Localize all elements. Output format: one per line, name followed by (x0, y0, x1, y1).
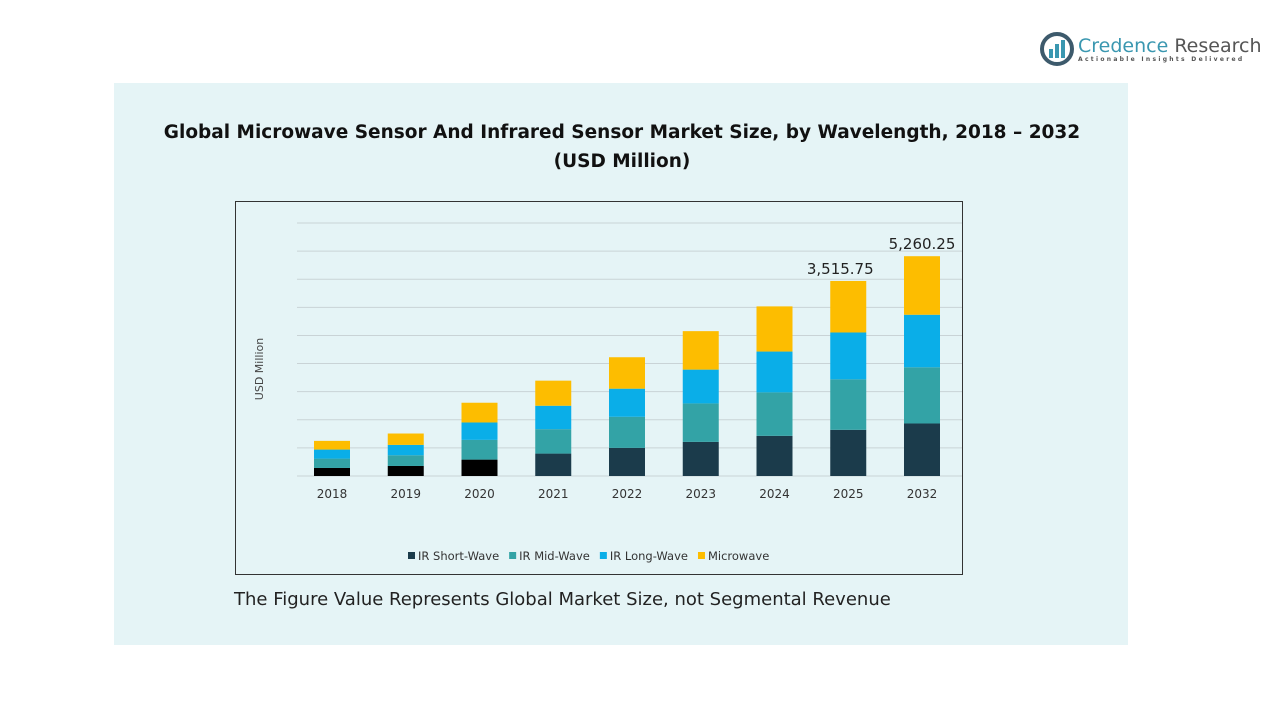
bar-segment-microwave (830, 280, 867, 333)
y-axis-label: USD Million (253, 338, 266, 400)
legend-swatch (599, 552, 607, 559)
x-tick-label: 2020 (464, 487, 495, 501)
bar-segment-ir-short-wave (314, 467, 350, 476)
chart-title: Global Microwave Sensor And Infrared Sen… (163, 122, 1081, 172)
bar-segment-ir-short-wave (609, 447, 645, 476)
bar-segment-ir-long-wave (830, 332, 867, 380)
legend-swatch (408, 552, 415, 559)
bar-segment-ir-short-wave (830, 429, 867, 476)
logo-brand-2: Research (1174, 34, 1262, 57)
legend-entry: IR Short-Wave (418, 549, 499, 563)
bar-segment-microwave (387, 433, 424, 445)
legend-entry: IR Long-Wave (610, 549, 688, 563)
data-label: 3,515.75 (807, 260, 874, 278)
bar-segment-ir-mid-wave (609, 416, 645, 448)
bar-segment-ir-mid-wave (535, 429, 572, 454)
x-tick-label: 2019 (390, 487, 421, 501)
bar-segment-ir-mid-wave (314, 458, 350, 468)
bar-segment-ir-mid-wave (682, 403, 719, 442)
x-tick-label: 2024 (759, 487, 790, 501)
bar-segment-ir-mid-wave (387, 455, 424, 466)
bar-segment-microwave (756, 306, 793, 352)
bar-segment-ir-long-wave (609, 388, 645, 417)
chart-box: USD Million 2018 2019 2020 2021 2022 2023 2024 2… (235, 201, 963, 575)
bar-segment-ir-long-wave (904, 314, 940, 368)
bar-segment-microwave (461, 402, 498, 423)
legend-swatch (509, 552, 517, 559)
footnote: The Figure Value Represents Global Marke… (234, 589, 891, 610)
bar-segment-microwave (535, 380, 572, 406)
x-tick-label: 2023 (685, 487, 716, 501)
legend-entry: IR Mid-Wave (519, 549, 590, 563)
bar-segment-ir-long-wave (756, 351, 793, 393)
logo-tagline: Actionable Insights Delivered (1078, 55, 1245, 63)
credence-research-logo: Credence Research Actionable Insights De… (1040, 32, 1261, 66)
bar-segment-microwave (314, 440, 350, 450)
bar-segment-ir-mid-wave (904, 367, 940, 424)
x-tick-label: 2025 (833, 487, 864, 501)
bar-segment-ir-short-wave (535, 453, 572, 476)
bar-segment-microwave (682, 331, 719, 370)
bar-segment-ir-long-wave (535, 405, 572, 430)
legend-swatch (697, 552, 705, 559)
bar-segment-ir-mid-wave (461, 439, 498, 460)
bar-segment-ir-mid-wave (830, 379, 867, 430)
bar-segment-ir-short-wave (461, 459, 498, 476)
data-label: 5,260.25 (889, 235, 956, 253)
bar-segment-ir-short-wave (387, 465, 424, 476)
bar-segment-microwave (609, 357, 645, 389)
logo-brand-1: Credence (1078, 34, 1169, 57)
legend-entry: Microwave (708, 549, 769, 563)
stacked-bar-chart: USD Million 2018 2019 2020 2021 2022 2023 2024 2… (253, 222, 962, 563)
bar-segment-ir-long-wave (682, 369, 719, 404)
bar-segment-ir-mid-wave (756, 392, 793, 436)
bar-segment-ir-short-wave (756, 435, 793, 476)
bar-segment-ir-long-wave (314, 449, 350, 459)
x-tick-label: 2032 (907, 487, 938, 501)
bar-segment-ir-short-wave (682, 441, 719, 476)
x-tick-label: 2018 (317, 487, 348, 501)
x-tick-label: 2021 (538, 487, 569, 501)
bar-segment-ir-short-wave (904, 423, 940, 476)
bar-segment-ir-long-wave (461, 422, 498, 440)
bar-segment-microwave (904, 256, 940, 315)
logo-icon (1040, 32, 1074, 66)
bar-segment-ir-long-wave (387, 444, 424, 456)
x-tick-label: 2022 (612, 487, 643, 501)
